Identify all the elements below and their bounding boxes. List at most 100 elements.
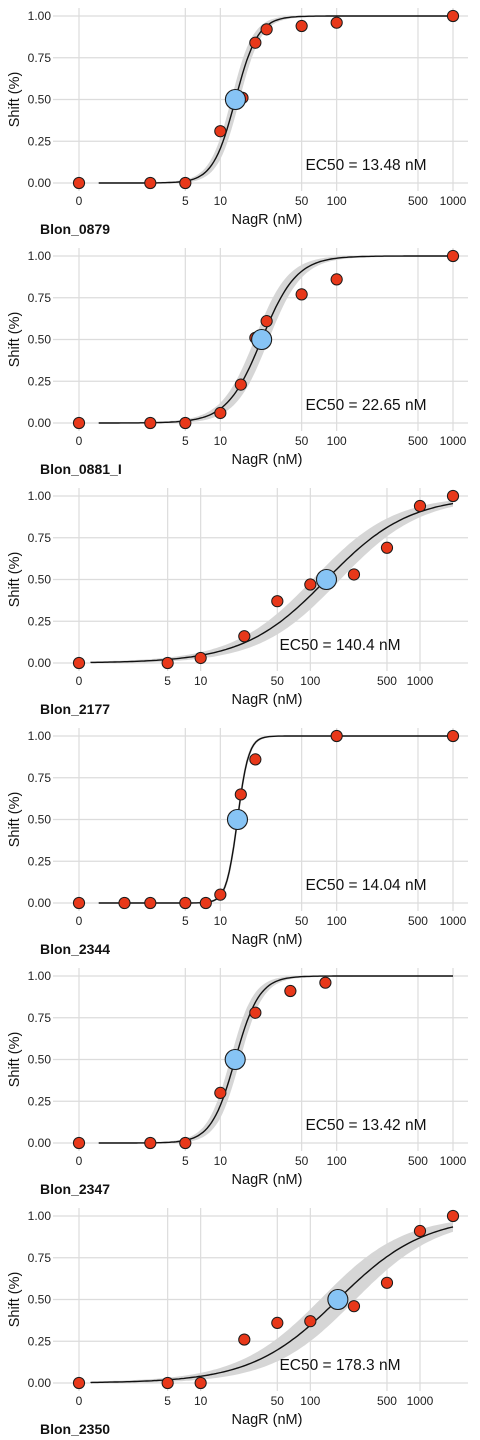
data-point <box>234 788 247 801</box>
y-axis-label: Shift (%) <box>7 792 23 848</box>
x-tick-label: 50 <box>295 1154 309 1168</box>
panel-title: Blon_2177 <box>40 701 110 717</box>
x-tick-label: 50 <box>295 434 309 448</box>
data-points <box>72 976 332 1150</box>
data-point <box>249 36 262 49</box>
x-tick-label: 0 <box>76 914 83 928</box>
data-point <box>271 1316 284 1329</box>
x-axis-ticks: 0 5 10 50 100 500 1000 <box>76 194 467 208</box>
x-axis-label: NagR (nM) <box>232 1412 303 1428</box>
confidence-band <box>91 1222 453 1383</box>
chart-svg: 0.00 0.25 0.50 0.75 1.00 0 5 10 50 100 500 1000 NagR… <box>7 8 468 237</box>
x-tick-label: 500 <box>408 914 428 928</box>
x-tick-label: 500 <box>377 1394 397 1408</box>
y-tick-label: 0.50 <box>28 93 52 107</box>
ec50-annotation: EC50 = 13.48 nM <box>305 157 426 174</box>
data-point <box>413 499 427 513</box>
x-tick-label: 0 <box>76 1394 83 1408</box>
data-point <box>72 656 86 670</box>
y-tick-label: 1.00 <box>28 9 52 23</box>
data-point <box>179 1136 192 1150</box>
ec50-annotation: EC50 = 14.04 nM <box>305 877 426 894</box>
ec50-point <box>226 808 249 831</box>
ec50-point <box>251 328 273 351</box>
data-point <box>304 578 317 591</box>
x-tick-label: 5 <box>164 674 171 688</box>
data-point <box>319 976 332 989</box>
panel-title: Blon_2344 <box>40 941 110 957</box>
data-point <box>260 315 273 328</box>
y-tick-label: 0.50 <box>28 333 52 347</box>
x-axis-ticks: 0 5 10 50 100 500 1000 <box>76 914 467 928</box>
data-point <box>144 176 157 190</box>
x-tick-label: 1000 <box>407 674 434 688</box>
x-tick-label: 100 <box>327 194 347 208</box>
ec50-point <box>224 1048 246 1071</box>
data-point <box>380 541 394 554</box>
y-axis-label: Shift (%) <box>7 312 23 368</box>
y-tick-label: 0.00 <box>28 176 52 190</box>
data-point <box>249 753 262 766</box>
x-axis-label: NagR (nM) <box>232 932 303 948</box>
ec50-annotation: EC50 = 178.3 nM <box>279 1357 400 1374</box>
y-tick-label: 0.75 <box>28 1251 52 1265</box>
data-point <box>446 489 460 503</box>
y-tick-label: 0.25 <box>28 374 52 388</box>
data-point <box>144 896 157 910</box>
chart-svg: 0.00 0.25 0.50 0.75 1.00 0 5 10 50 100 500 1000 NagR… <box>7 1208 468 1437</box>
y-tick-label: 0.75 <box>28 531 52 545</box>
chart-panel-blon-0881-i: 0.00 0.25 0.50 0.75 1.00 0 5 10 50 100 500 1000 NagR… <box>0 240 480 480</box>
y-tick-label: 0.25 <box>28 854 52 868</box>
y-axis-label: Shift (%) <box>7 1032 23 1088</box>
panel-title: Blon_0881_I <box>40 461 122 477</box>
x-tick-label: 10 <box>214 1154 228 1168</box>
ec50-annotation: EC50 = 140.4 nM <box>279 637 400 654</box>
y-axis-label: Shift (%) <box>7 1272 23 1328</box>
x-axis-label: NagR (nM) <box>232 1172 303 1188</box>
x-tick-label: 5 <box>164 1394 171 1408</box>
data-point <box>214 1086 227 1099</box>
y-tick-label: 1.00 <box>28 1209 52 1223</box>
data-point <box>161 656 174 670</box>
data-point <box>118 896 131 910</box>
y-tick-label: 0.50 <box>28 813 52 827</box>
x-tick-label: 5 <box>182 194 189 208</box>
data-point <box>161 1376 174 1390</box>
x-tick-label: 100 <box>300 1394 320 1408</box>
x-tick-label: 500 <box>408 434 428 448</box>
y-tick-label: 0.25 <box>28 134 52 148</box>
chart-panel-blon-2344: 0.00 0.25 0.50 0.75 1.00 0 5 10 50 100 500 1000 NagR… <box>0 720 480 960</box>
y-tick-label: 1.00 <box>28 969 52 983</box>
x-tick-label: 100 <box>327 1154 347 1168</box>
ec50-point <box>315 568 338 591</box>
x-tick-label: 1000 <box>440 914 467 928</box>
x-axis-ticks: 0 5 10 50 100 500 1000 <box>76 434 467 448</box>
data-point <box>144 416 157 430</box>
fit-curve <box>98 735 453 904</box>
x-axis-ticks: 0 5 10 50 100 500 1000 <box>76 1154 467 1168</box>
data-point <box>446 249 460 263</box>
chart-svg: 0.00 0.25 0.50 0.75 1.00 0 5 10 50 100 500 1000 NagR… <box>7 488 468 717</box>
data-point <box>179 176 192 190</box>
y-axis-ticks: 0.00 0.25 0.50 0.75 1.00 <box>28 249 52 430</box>
data-point <box>72 896 86 910</box>
data-point <box>194 651 207 665</box>
y-tick-label: 0.50 <box>28 573 52 587</box>
x-tick-label: 100 <box>300 674 320 688</box>
y-axis-ticks: 0.00 0.25 0.50 0.75 1.00 <box>28 1209 52 1390</box>
data-point <box>413 1224 427 1238</box>
panel-title: Blon_0879 <box>40 221 110 237</box>
x-tick-label: 50 <box>295 194 309 208</box>
x-axis-ticks: 0 5 10 50 100 500 1000 <box>76 674 434 688</box>
y-tick-label: 1.00 <box>28 249 52 263</box>
x-tick-label: 5 <box>182 1154 189 1168</box>
y-tick-label: 0.75 <box>28 1011 52 1025</box>
x-tick-label: 500 <box>408 194 428 208</box>
x-tick-label: 0 <box>76 434 83 448</box>
data-point <box>284 984 297 998</box>
data-point <box>214 125 227 138</box>
y-tick-label: 0.25 <box>28 614 52 628</box>
panel-title: Blon_2350 <box>40 1421 110 1437</box>
x-tick-label: 0 <box>76 1154 83 1168</box>
y-tick-label: 0.50 <box>28 1293 52 1307</box>
